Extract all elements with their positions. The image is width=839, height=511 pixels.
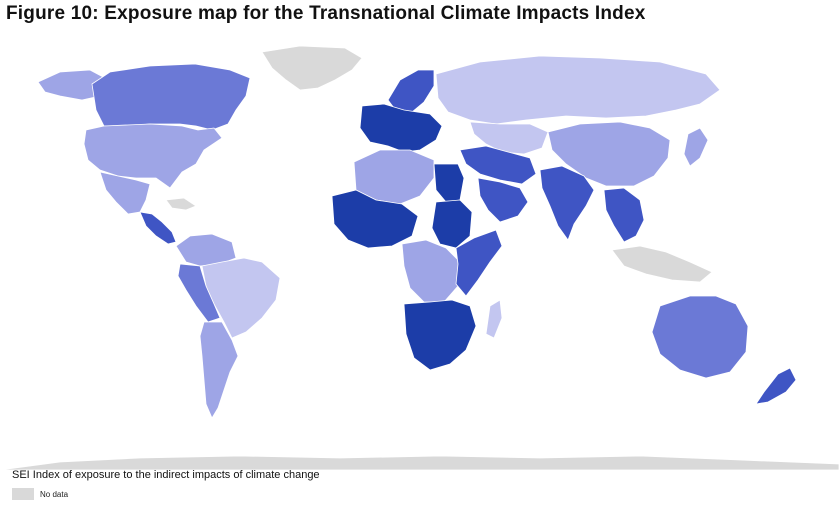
legend-title: SEI Index of exposure to the indirect im… (12, 469, 320, 481)
region-canada (91, 63, 251, 131)
region-central-asia (469, 121, 549, 155)
region-middle-east (459, 145, 537, 185)
region-egypt (433, 163, 465, 203)
region-arabian-peninsula (477, 177, 529, 223)
region-japan (683, 127, 709, 167)
region-caribbean (165, 197, 197, 211)
legend-item-no-data: No data (12, 488, 68, 500)
region-colombia-venezuela (175, 233, 237, 267)
region-greenland (261, 45, 363, 91)
region-southern-africa (403, 299, 477, 371)
region-madagascar (485, 299, 503, 339)
region-southeast-asia (603, 187, 645, 243)
region-australia (651, 295, 749, 379)
region-east-africa (455, 229, 503, 297)
region-sudan (431, 199, 473, 249)
region-united-states (83, 123, 223, 189)
region-mexico (99, 171, 151, 215)
region-russia (435, 55, 721, 125)
world-map (0, 45, 839, 470)
region-peru-bolivia (177, 263, 221, 323)
region-central-america (139, 211, 177, 245)
region-indonesia (611, 245, 713, 283)
region-antarctica (0, 455, 839, 470)
region-new-zealand (755, 367, 797, 405)
legend-label-no-data: No data (40, 489, 69, 499)
region-central-africa (401, 239, 461, 303)
figure-title: Figure 10: Exposure map for the Transnat… (6, 3, 646, 24)
region-india (539, 165, 595, 241)
legend-swatch-no-data (12, 488, 34, 500)
region-west-africa (331, 189, 419, 249)
region-western-europe (359, 103, 443, 153)
region-china (547, 121, 671, 187)
region-argentina-chile (199, 321, 239, 419)
